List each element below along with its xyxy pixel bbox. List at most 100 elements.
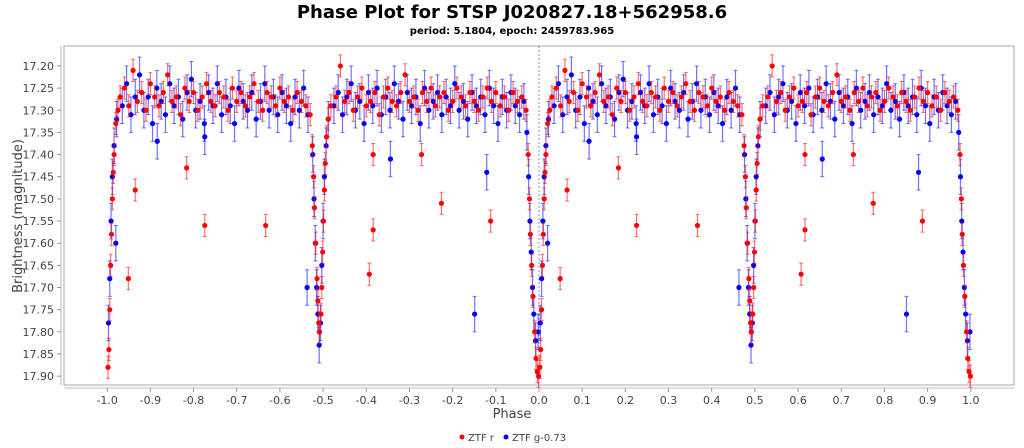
point-marker xyxy=(570,89,577,96)
data-point xyxy=(203,72,210,96)
data-point xyxy=(691,98,698,122)
point-marker xyxy=(944,103,950,109)
data-point xyxy=(445,98,451,122)
point-marker xyxy=(963,329,970,335)
point-marker xyxy=(526,196,533,202)
point-marker xyxy=(646,81,652,87)
data-point xyxy=(894,94,901,118)
point-marker xyxy=(776,94,782,100)
data-point xyxy=(212,94,218,118)
data-point xyxy=(588,94,594,118)
data-point xyxy=(915,154,922,191)
point-marker xyxy=(197,98,203,104)
data-point xyxy=(538,337,544,362)
point-marker xyxy=(528,249,534,255)
data-point xyxy=(370,218,376,242)
data-point xyxy=(661,76,667,100)
data-point xyxy=(648,80,654,105)
point-marker xyxy=(438,200,445,206)
point-marker xyxy=(415,107,421,113)
point-marker xyxy=(884,81,890,87)
point-marker xyxy=(501,94,508,100)
point-marker xyxy=(344,94,350,100)
point-marker xyxy=(439,112,445,118)
data-point xyxy=(967,364,973,388)
point-marker xyxy=(251,81,257,87)
point-marker xyxy=(298,98,305,104)
data-point xyxy=(678,85,685,109)
data-point xyxy=(195,98,201,122)
data-point xyxy=(960,253,967,277)
x-tick-label: -0.3 xyxy=(399,394,420,407)
point-marker xyxy=(152,94,158,100)
data-point xyxy=(365,74,372,111)
data-point xyxy=(953,83,959,120)
data-point xyxy=(202,118,208,156)
data-point xyxy=(870,191,876,215)
point-marker xyxy=(404,89,410,96)
series-ztf-r xyxy=(105,54,973,388)
data-point xyxy=(812,85,818,109)
point-marker xyxy=(683,81,689,87)
point-marker xyxy=(799,98,806,104)
point-marker xyxy=(315,298,321,304)
point-marker xyxy=(713,98,719,104)
data-point xyxy=(231,105,238,142)
point-marker xyxy=(704,103,711,109)
data-point xyxy=(387,140,394,178)
x-tick-label: 0.7 xyxy=(833,394,851,407)
data-point xyxy=(555,65,562,102)
data-point xyxy=(527,222,533,246)
data-point xyxy=(955,98,961,122)
data-point xyxy=(460,83,467,120)
x-tick-label: -0.8 xyxy=(183,394,204,407)
point-marker xyxy=(105,320,112,326)
data-point xyxy=(776,78,782,116)
data-point xyxy=(744,231,751,255)
x-tick-label: -0.5 xyxy=(312,394,333,407)
data-point xyxy=(877,98,883,122)
data-point xyxy=(171,87,177,125)
point-marker xyxy=(497,103,503,109)
point-marker xyxy=(860,85,866,91)
point-marker xyxy=(541,174,547,180)
data-point xyxy=(946,89,952,113)
point-marker xyxy=(709,85,715,91)
point-marker xyxy=(765,94,771,100)
data-point xyxy=(367,89,374,113)
point-marker xyxy=(586,138,592,144)
point-marker xyxy=(406,98,413,104)
data-point xyxy=(681,74,687,111)
point-marker xyxy=(957,151,963,158)
point-marker xyxy=(631,94,637,100)
legend: ZTF r ZTF g-0.73 xyxy=(459,433,566,444)
point-marker xyxy=(421,85,428,91)
data-point xyxy=(447,87,454,125)
point-marker xyxy=(266,107,272,113)
data-point xyxy=(480,85,486,109)
data-point xyxy=(443,78,449,116)
point-marker xyxy=(840,103,847,109)
point-marker xyxy=(806,85,812,91)
x-tick-label: -0.2 xyxy=(442,394,463,407)
data-point xyxy=(105,355,111,379)
data-point xyxy=(432,94,438,118)
point-marker xyxy=(958,196,964,202)
data-point xyxy=(202,213,208,238)
point-marker xyxy=(579,81,585,87)
data-point xyxy=(696,80,702,105)
data-point xyxy=(560,96,566,133)
point-marker xyxy=(253,116,259,122)
point-marker xyxy=(644,103,650,109)
data-point xyxy=(912,85,918,109)
data-point xyxy=(320,240,326,264)
data-point xyxy=(540,222,546,246)
data-point xyxy=(134,89,141,113)
point-marker xyxy=(180,116,186,122)
point-marker xyxy=(767,89,773,96)
data-point xyxy=(115,98,121,122)
data-point xyxy=(830,80,836,105)
data-point xyxy=(741,134,747,158)
data-point xyxy=(778,80,784,105)
point-marker xyxy=(547,107,553,113)
